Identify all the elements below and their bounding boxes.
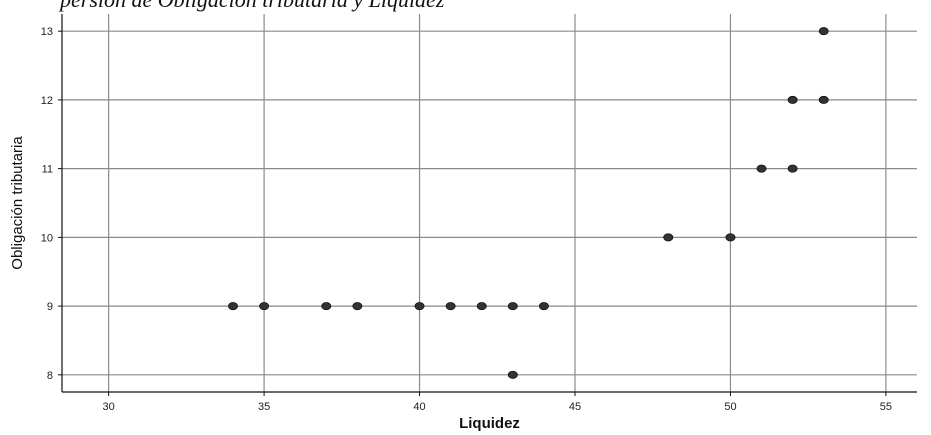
- x-tick-label: 40: [413, 401, 425, 413]
- x-axis-label: Liquidez: [459, 415, 520, 432]
- data-point: [663, 233, 674, 242]
- data-point: [227, 302, 238, 311]
- x-tick-label: 50: [724, 401, 736, 413]
- y-tick-label: 9: [47, 301, 53, 313]
- y-tick-label: 13: [41, 26, 53, 38]
- y-tick-label: 8: [47, 370, 53, 382]
- y-tick-labels: 8 9 10 11 12 13: [41, 26, 53, 382]
- data-point: [787, 95, 798, 104]
- data-point: [445, 302, 456, 311]
- x-tick-label: 35: [258, 401, 270, 413]
- data-point: [414, 302, 425, 311]
- figure-caption: persión de Obligación tributaria y Liqui…: [60, 0, 444, 13]
- data-point: [818, 27, 829, 36]
- axes: [58, 14, 917, 396]
- data-point: [259, 302, 270, 311]
- y-tick-label: 10: [41, 232, 53, 244]
- data-points: [227, 27, 829, 379]
- y-tick-label: 11: [42, 164, 53, 176]
- data-point: [787, 164, 798, 173]
- data-point: [507, 302, 518, 311]
- y-tick-label: 12: [41, 95, 53, 107]
- data-point: [725, 233, 736, 242]
- y-axis-label: Obligación tributaria: [9, 136, 26, 270]
- data-point: [321, 302, 332, 311]
- data-point: [507, 370, 518, 379]
- grid-lines: [62, 14, 917, 392]
- x-tick-label: 45: [569, 401, 581, 413]
- x-tick-label: 30: [103, 401, 115, 413]
- data-point: [352, 302, 363, 311]
- data-point: [818, 95, 829, 104]
- x-tick-label: 55: [880, 401, 892, 413]
- x-tick-labels: 30 35 40 45 50 55: [103, 401, 893, 413]
- data-point: [538, 302, 549, 311]
- data-point: [476, 302, 487, 311]
- data-point: [756, 164, 767, 173]
